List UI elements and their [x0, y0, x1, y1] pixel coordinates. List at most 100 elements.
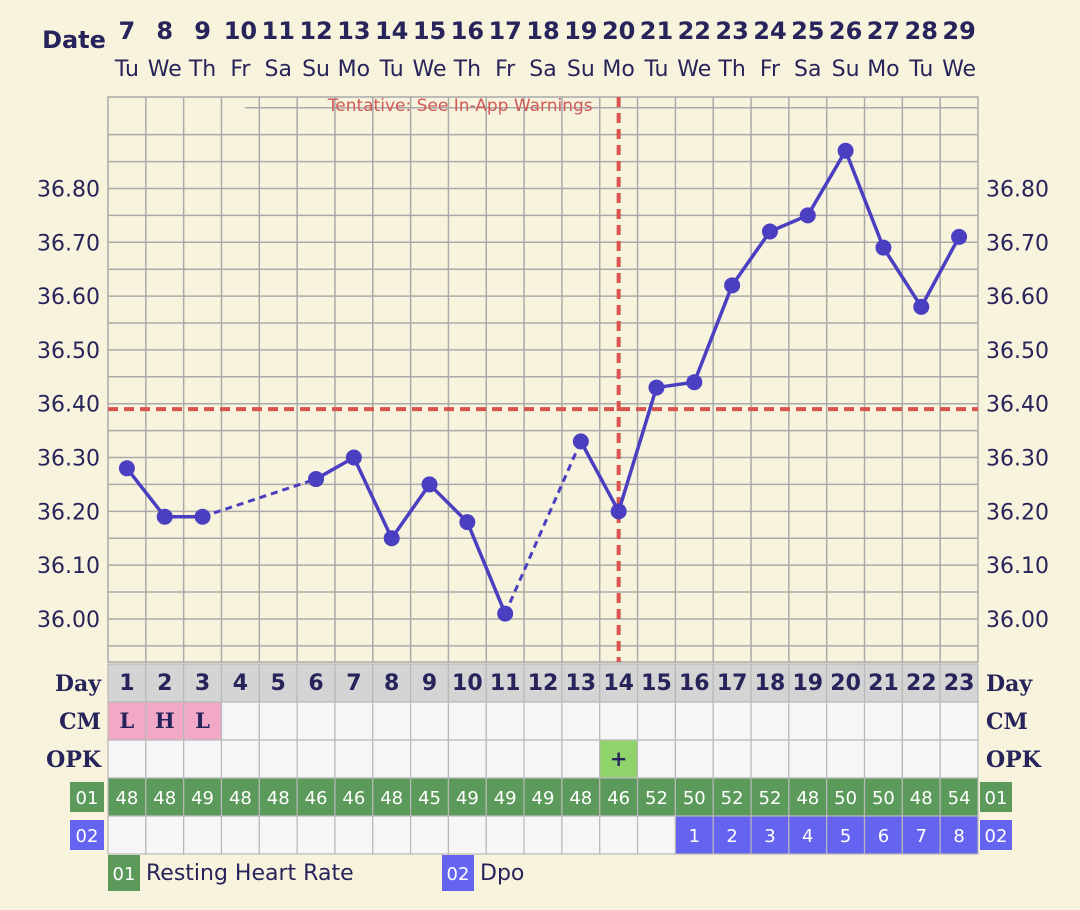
- row-label-right: OPK: [986, 747, 1042, 773]
- opk-cell: [334, 739, 374, 779]
- resting_heart_rate-cell: [750, 777, 790, 817]
- opk-cell: [561, 739, 601, 779]
- y-tick-label-right: 36.50: [986, 339, 1049, 364]
- y-tick-label-left: 36.20: [37, 500, 100, 525]
- cm-cell: [863, 701, 903, 741]
- temperature-point: [459, 514, 476, 531]
- temperature-segment: [125, 467, 167, 518]
- dpo-cell: [561, 815, 601, 855]
- cycle_days-value: 10: [452, 671, 483, 696]
- cycle_days-value: 13: [566, 671, 597, 696]
- date-number: 7: [119, 17, 136, 45]
- weekday: Mo: [602, 57, 634, 82]
- cm-cell: [334, 701, 374, 741]
- temperature-point: [951, 228, 968, 245]
- opk-cell: [372, 739, 412, 779]
- cm-cell: [901, 701, 941, 741]
- resting_heart_rate-cell: [220, 777, 260, 817]
- resting_heart_rate-value: 48: [229, 788, 252, 809]
- cm-value: L: [195, 708, 210, 733]
- opk-cell: [674, 739, 714, 779]
- temperature-point: [308, 471, 325, 488]
- resting_heart_rate-value: 46: [342, 788, 365, 809]
- date-number: 17: [488, 17, 521, 45]
- cycle_days-value: 1: [119, 671, 134, 696]
- weekday: Tu: [379, 57, 404, 82]
- cycle_days-cell: [107, 663, 147, 703]
- date-number: 22: [678, 17, 711, 45]
- temperature-point: [194, 508, 211, 525]
- y-tick-label-right: 36.30: [986, 447, 1049, 472]
- weekday: We: [677, 57, 711, 82]
- cycle_days-value: 6: [308, 671, 323, 696]
- opk-cell: [863, 739, 903, 779]
- dpo-value: 1: [689, 826, 700, 847]
- legend-swatch: [442, 855, 474, 891]
- cycle_days-value: 17: [717, 671, 748, 696]
- date-number: 23: [715, 17, 748, 45]
- y-tick-label-right: 36.80: [986, 177, 1049, 202]
- cm-cell: [939, 701, 979, 741]
- cm-cell: [183, 701, 223, 741]
- legend-code: 01: [113, 864, 136, 885]
- opk-cell: [712, 739, 752, 779]
- date-number: 18: [526, 17, 559, 45]
- resting_heart_rate-cell: [258, 777, 298, 817]
- y-tick-label-left: 36.80: [37, 177, 100, 202]
- resting_heart_rate-value: 45: [418, 788, 441, 809]
- cycle_days-value: 5: [271, 671, 286, 696]
- resting_heart_rate-cell: [145, 777, 185, 817]
- temperature-segment: [806, 149, 848, 217]
- weekday: Sa: [794, 57, 821, 82]
- resting_heart_rate-value: 48: [267, 788, 290, 809]
- temperature-segment: [730, 230, 772, 287]
- temperature-gap-segment: [202, 477, 317, 519]
- temperature-point: [345, 449, 362, 466]
- weekday: We: [942, 57, 976, 82]
- resting_heart_rate-value: 52: [759, 788, 782, 809]
- y-tick-label-right: 36.70: [986, 231, 1049, 256]
- temperature-point: [118, 460, 135, 477]
- resting_heart_rate-value: 48: [380, 788, 403, 809]
- resting_heart_rate-value: 48: [910, 788, 933, 809]
- dpo-value: 3: [764, 826, 775, 847]
- cycle_days-value: 18: [755, 671, 786, 696]
- plot-border: [107, 96, 979, 663]
- legend-label: Resting Heart Rate: [146, 861, 354, 886]
- temperature-segment: [428, 483, 469, 524]
- weekday: Fr: [495, 57, 516, 82]
- dpo-cell: [372, 815, 412, 855]
- dpo-cell: [107, 815, 147, 855]
- dpo-value: 4: [802, 826, 813, 847]
- cycle_days-value: 8: [384, 671, 399, 696]
- dpo-cell: [220, 815, 260, 855]
- resting_heart_rate-cell: [939, 777, 979, 817]
- temperature-point: [648, 379, 665, 396]
- weekday: Su: [302, 57, 330, 82]
- cycle_days-cell: [636, 663, 676, 703]
- y-axis-right: 36.00 36.10 36.20 36.30 36.40 36.50 36.60 36.70…: [986, 177, 1049, 632]
- cycle_days-value: 4: [233, 671, 248, 696]
- resting_heart_rate-value: 50: [683, 788, 706, 809]
- resting_heart_rate-value: 46: [607, 788, 630, 809]
- weekday: Tu: [114, 57, 139, 82]
- weekday: Sa: [264, 57, 291, 82]
- y-tick-label-left: 36.10: [37, 554, 100, 579]
- temperature-segment: [390, 483, 431, 540]
- dpo-cell: [674, 815, 714, 855]
- cycle_days-value: 16: [679, 671, 710, 696]
- row-code-badge-left: [70, 820, 104, 850]
- row-code-left: 01: [76, 788, 99, 809]
- dpo-value: 7: [916, 826, 927, 847]
- opk-cell: [750, 739, 790, 779]
- opk-value: +: [610, 746, 628, 771]
- dpo-value: 8: [953, 826, 964, 847]
- weekday: Th: [188, 57, 216, 82]
- cycle_days-value: 21: [868, 671, 899, 696]
- cycle_days-value: 9: [422, 671, 437, 696]
- date-number: 12: [299, 17, 332, 45]
- dpo-cell: [183, 815, 223, 855]
- cm-cell: [485, 701, 525, 741]
- cycle_days-cell: [939, 663, 979, 703]
- cycle-table: 1 2 3 4 5 6 7 8 9 10 11 12 13 14 15 16 17 18 19 20 21 22 23Day…: [46, 663, 1042, 855]
